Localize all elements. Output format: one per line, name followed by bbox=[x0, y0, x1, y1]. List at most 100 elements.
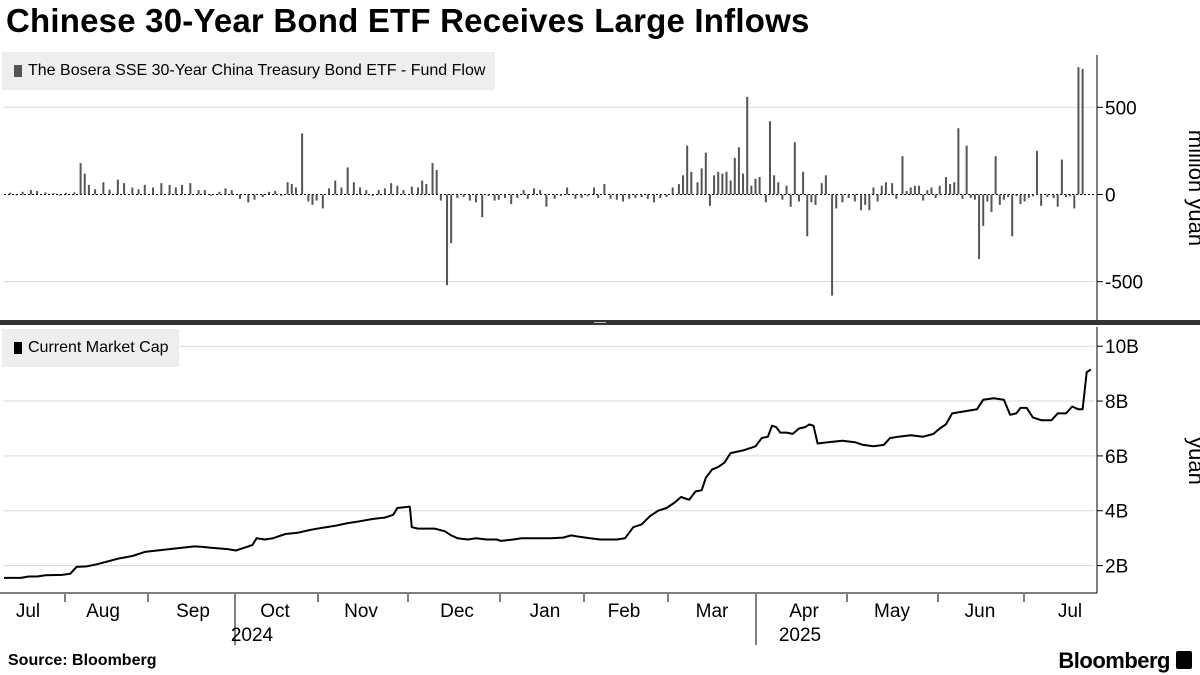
marketcap-legend-label: Current Market Cap bbox=[28, 339, 169, 356]
flow-bar bbox=[1023, 194, 1026, 202]
flow-bar bbox=[203, 190, 206, 195]
flow-bar bbox=[181, 184, 184, 195]
flow-bar bbox=[978, 194, 981, 259]
flow-bar bbox=[965, 145, 968, 195]
flow-bar bbox=[328, 188, 331, 195]
flow-bar bbox=[1019, 194, 1022, 205]
flow-bar bbox=[768, 121, 771, 195]
flow-bar bbox=[1031, 194, 1034, 197]
flow-bar bbox=[603, 184, 606, 195]
flow-bar bbox=[168, 184, 171, 195]
flow-bar bbox=[1065, 194, 1068, 198]
flow-bar bbox=[94, 189, 97, 195]
flow-bar bbox=[721, 173, 724, 195]
flow-bar bbox=[860, 194, 863, 211]
flow-bar bbox=[311, 194, 314, 205]
flow-bar bbox=[210, 194, 213, 196]
flow-bar bbox=[891, 183, 894, 195]
flow-bar bbox=[686, 145, 689, 195]
flow-bar bbox=[969, 194, 972, 198]
flow-bar bbox=[431, 163, 434, 195]
flow-y-axis: -500 0 500 bbox=[1097, 98, 1143, 294]
flow-bar bbox=[247, 194, 250, 203]
flow-bar bbox=[789, 194, 792, 207]
flow-bar bbox=[764, 194, 767, 203]
flow-bar bbox=[280, 194, 283, 196]
flow-bar bbox=[390, 183, 393, 195]
flow-bar bbox=[439, 194, 442, 201]
x-tick-label-month: May bbox=[874, 601, 910, 622]
flow-bar bbox=[872, 187, 875, 195]
flow-bar bbox=[456, 194, 459, 198]
flow-bar bbox=[777, 182, 780, 195]
flow-bar bbox=[742, 173, 745, 195]
flow-bar bbox=[1027, 194, 1030, 198]
flow-bar bbox=[545, 194, 548, 207]
flow-bar bbox=[982, 194, 985, 226]
flow-bar bbox=[994, 156, 997, 195]
flow-bar bbox=[717, 171, 720, 195]
flow-bar bbox=[315, 194, 318, 201]
flow-bar bbox=[510, 194, 513, 205]
flow-bar bbox=[532, 188, 535, 195]
flow-bar bbox=[690, 171, 693, 195]
flow-bar bbox=[36, 190, 39, 195]
flow-bar bbox=[653, 194, 656, 203]
x-tick-label-month: Apr bbox=[789, 601, 819, 622]
flow-legend-label: The Bosera SSE 30-Year China Treasury Bo… bbox=[28, 62, 486, 79]
marketcap-y-tick-label: 8B bbox=[1105, 392, 1128, 413]
x-tick-label-month: Nov bbox=[344, 601, 378, 622]
x-axis: Jul Aug Sep Oct Nov Dec Jan Feb Mar Apr May Jun Jul 2… bbox=[16, 594, 1082, 646]
flow-bar bbox=[797, 194, 800, 202]
flow-bar bbox=[640, 194, 643, 198]
marketcap-legend-swatch bbox=[14, 342, 22, 354]
flow-bar bbox=[421, 180, 424, 195]
flow-bar bbox=[352, 182, 355, 195]
flow-bar bbox=[307, 194, 310, 202]
flow-bar bbox=[566, 187, 569, 195]
x-tick-label-month: Jan bbox=[530, 601, 561, 622]
flow-bar bbox=[83, 173, 86, 195]
flow-bar bbox=[152, 187, 155, 195]
flow-bar bbox=[44, 192, 47, 195]
flow-bar bbox=[417, 187, 420, 195]
flow-bar bbox=[586, 194, 589, 197]
flow-bar bbox=[346, 167, 349, 195]
flow-bar bbox=[628, 194, 631, 199]
flow-bar bbox=[793, 142, 796, 195]
flow-bar bbox=[539, 190, 542, 195]
flow-y-tick-label: -500 bbox=[1105, 273, 1143, 294]
flow-bar bbox=[922, 194, 925, 201]
flow-bar bbox=[29, 190, 32, 195]
flow-bar bbox=[1069, 194, 1072, 197]
flow-bar bbox=[580, 194, 583, 198]
flow-bar bbox=[737, 147, 740, 195]
flow-bar bbox=[824, 175, 827, 195]
flow-bar bbox=[290, 184, 293, 195]
flow-bar bbox=[503, 194, 506, 198]
flow-bar bbox=[733, 157, 736, 195]
flow-bar bbox=[918, 185, 921, 195]
flow-bar bbox=[425, 184, 428, 195]
flow-bar bbox=[224, 188, 227, 195]
marketcap-y-tick-label: 6B bbox=[1105, 447, 1128, 468]
flow-bar bbox=[267, 191, 270, 195]
marketcap-y-tick-label: 4B bbox=[1105, 502, 1128, 523]
flow-bar bbox=[1060, 159, 1063, 195]
flow-bar bbox=[659, 194, 662, 198]
flow-bar bbox=[123, 183, 126, 195]
flow-bar bbox=[773, 175, 776, 195]
flow-bar bbox=[1077, 67, 1080, 195]
x-tick-label-month: Mar bbox=[696, 601, 729, 622]
flow-bar bbox=[909, 187, 912, 195]
flow-bar bbox=[785, 185, 788, 195]
flow-bar bbox=[835, 194, 838, 209]
flow-bar bbox=[682, 175, 685, 195]
flow-bar bbox=[926, 190, 929, 195]
x-tick-label-month: Sep bbox=[176, 601, 210, 622]
flow-bar bbox=[905, 190, 908, 195]
x-tick-label-month: Jul bbox=[1058, 601, 1082, 622]
flow-bar bbox=[321, 194, 324, 209]
flow-bar bbox=[137, 189, 140, 195]
